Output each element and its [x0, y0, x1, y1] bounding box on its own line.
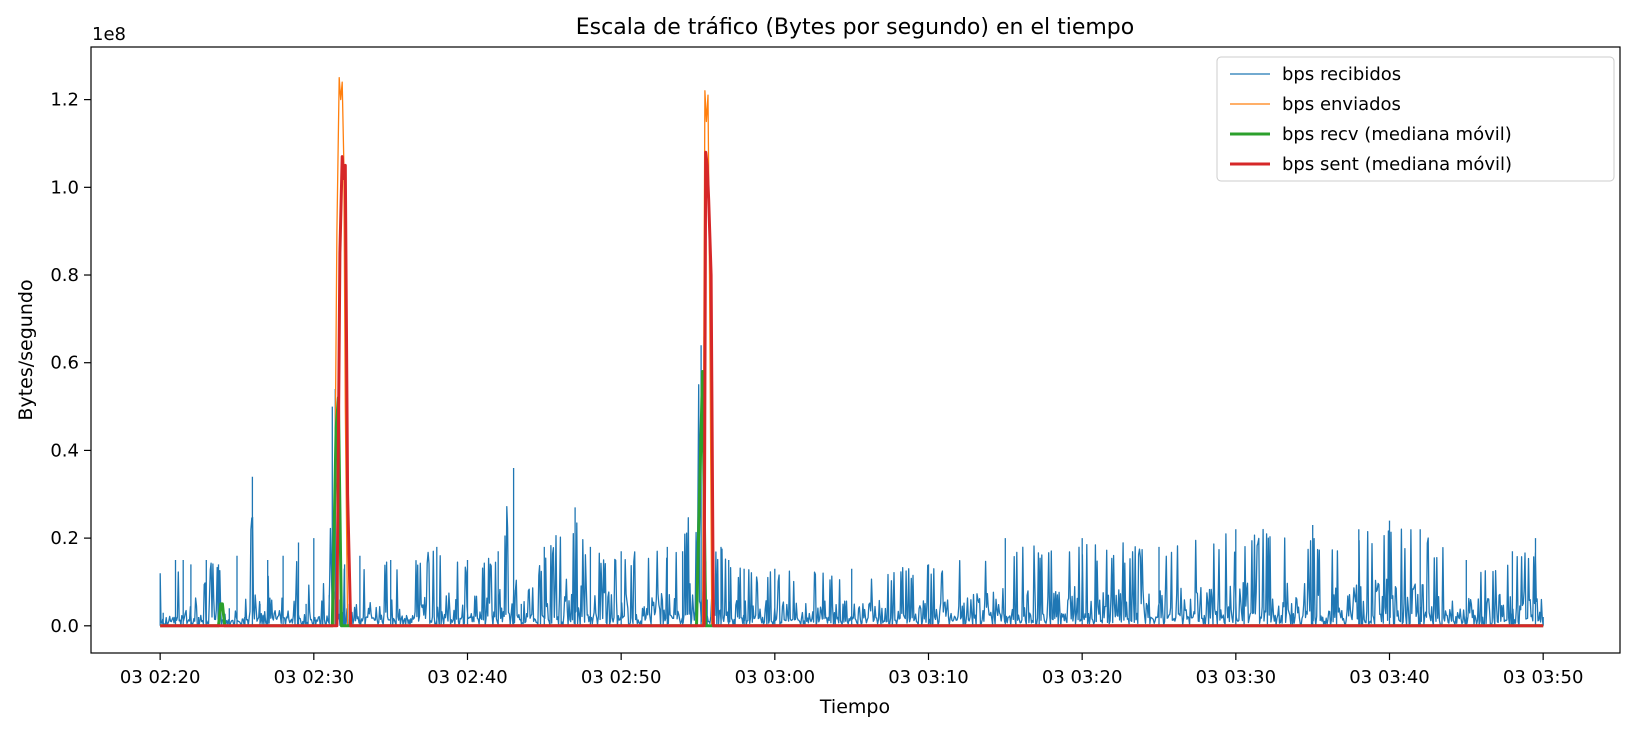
y-tick-label: 0.4 — [50, 440, 79, 461]
y-tick-label: 0.8 — [50, 265, 79, 286]
legend-label: bps recv (mediana móvil) — [1282, 124, 1512, 145]
series-layer — [159, 77, 1544, 628]
legend-box — [1216, 56, 1615, 182]
y-tick-label: 1.0 — [50, 177, 79, 198]
legend-label: bps sent (mediana móvil) — [1282, 154, 1512, 175]
x-tick-label: 03 02:50 — [581, 667, 662, 688]
y-tick-label: 1.2 — [50, 90, 79, 111]
x-tick-label: 03 03:40 — [1349, 667, 1430, 688]
x-tick-label: 03 03:50 — [1503, 667, 1584, 688]
plot-frame — [90, 46, 1621, 654]
y-axis-label: Bytes/segundo — [15, 279, 37, 420]
x-tick-label: 03 03:30 — [1196, 667, 1277, 688]
chart-title: Escala de tráfico (Bytes por segundo) en… — [576, 15, 1134, 40]
x-tick-label: 03 03:00 — [735, 667, 816, 688]
y-offset-label: 1e8 — [92, 24, 126, 45]
x-axis-label: Tiempo — [819, 696, 890, 718]
y-axis-ticks: 0.0 0.2 0.4 0.6 0.8 1.0 1.2 — [50, 90, 91, 637]
x-tick-label: 03 02:30 — [274, 667, 355, 688]
series-line-0 — [159, 336, 1544, 627]
x-tick-label: 03 03:20 — [1042, 667, 1123, 688]
legend-label: bps enviados — [1282, 94, 1401, 115]
series-line-3 — [160, 150, 1544, 628]
x-axis-ticks: 03 02:20 03 02:30 03 02:40 03 02:50 03 03:00… — [120, 653, 1584, 688]
y-tick-label: 0.0 — [50, 616, 79, 637]
x-tick-label: 03 02:40 — [427, 667, 508, 688]
legend-label: bps recibidos — [1282, 64, 1401, 85]
x-tick-label: 03 02:20 — [120, 667, 201, 688]
y-tick-label: 0.2 — [50, 528, 79, 549]
legend: bps recibidos bps enviados bps recv (media… — [1216, 56, 1615, 182]
x-tick-label: 03 03:10 — [888, 667, 969, 688]
y-tick-label: 0.6 — [50, 353, 79, 374]
